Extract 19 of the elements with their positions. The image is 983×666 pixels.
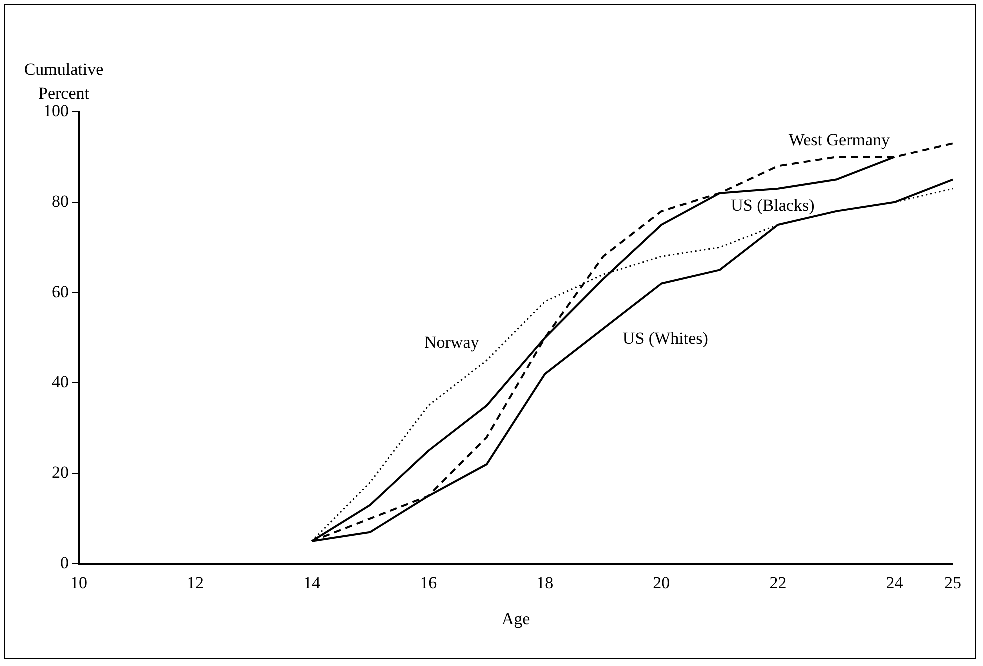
series-label: Norway [424, 333, 480, 352]
x-tick-label: 22 [770, 574, 787, 593]
x-axis-title: Age [502, 609, 530, 628]
x-tick-label: 12 [187, 574, 204, 593]
series-label: West Germany [788, 130, 890, 150]
series-label: US (Whites) [622, 329, 708, 348]
y-tick-label: 0 [60, 553, 69, 572]
x-tick-label: 18 [536, 574, 554, 593]
x-tick-label: 25 [944, 574, 962, 593]
y-tick-label: 40 [52, 372, 69, 392]
series-label: US (Blacks) [731, 196, 815, 215]
x-tick-label: 24 [886, 574, 904, 593]
y-tick-label: 60 [52, 282, 69, 302]
x-tick-label: 16 [420, 574, 438, 593]
y-tick-label: 80 [52, 192, 69, 211]
x-tick-label: 14 [304, 574, 322, 593]
x-tick-label: 20 [653, 574, 670, 593]
x-tick-label: 10 [70, 574, 88, 593]
y-tick-label: 20 [52, 463, 69, 482]
